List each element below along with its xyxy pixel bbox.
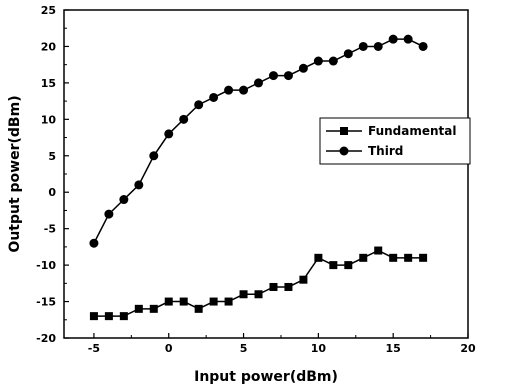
series-third	[89, 34, 428, 248]
third-data-point	[89, 238, 99, 248]
third-data-point	[209, 92, 219, 102]
y-tick-label: 5	[48, 150, 56, 163]
legend: Fundamental Third	[319, 117, 471, 165]
fundamental-data-point	[299, 275, 308, 284]
third-data-point	[403, 34, 413, 44]
third-data-point	[119, 195, 129, 205]
third-data-point	[194, 100, 204, 110]
third-data-point	[373, 41, 383, 51]
third-data-point	[268, 71, 278, 81]
third-data-point	[313, 56, 323, 66]
y-tick-label: -20	[36, 332, 56, 345]
x-tick-label: 15	[386, 342, 401, 355]
series-fundamental	[89, 246, 428, 321]
x-axis-title: Input power(dBm)	[194, 369, 338, 385]
fundamental-data-point	[164, 297, 173, 306]
fundamental-data-point	[134, 304, 143, 313]
fundamental-data-point	[419, 253, 428, 262]
third-data-point	[149, 151, 159, 161]
fundamental-data-point	[104, 312, 113, 321]
fundamental-data-point	[269, 282, 278, 291]
fundamental-data-point	[329, 261, 338, 270]
legend-circle-marker	[339, 146, 349, 156]
y-tick-label: -5	[44, 223, 56, 236]
third-data-point	[283, 71, 293, 81]
third-data-point	[388, 34, 398, 44]
y-tick-label: -15	[36, 296, 56, 309]
y-tick-label: 0	[48, 186, 56, 199]
fundamental-data-point	[314, 253, 323, 262]
x-tick-label: -5	[88, 342, 100, 355]
fundamental-data-point	[179, 297, 188, 306]
x-tick-label: 0	[165, 342, 173, 355]
y-tick-label: 10	[41, 113, 57, 126]
x-tick-label: 10	[311, 342, 327, 355]
legend-box	[319, 117, 471, 165]
fundamental-data-point	[224, 297, 233, 306]
third-data-point	[358, 41, 368, 51]
fundamental-data-point	[374, 246, 383, 255]
axes	[63, 9, 469, 339]
fundamental-data-point	[209, 297, 218, 306]
third-data-point	[343, 49, 353, 59]
third-data-point	[328, 56, 338, 66]
y-axis-title: Output power(dBm)	[7, 95, 23, 252]
fundamental-data-point	[359, 253, 368, 262]
axis-ticks: -5 0 5 10 15 20 -20 -15 -10 -5 0 5 10 15 20 25	[36, 4, 476, 355]
fundamental-data-point	[119, 312, 128, 321]
fundamental-data-point	[254, 290, 263, 299]
y-tick-label: 15	[41, 77, 56, 90]
fundamental-data-point	[239, 290, 248, 299]
third-data-point	[418, 41, 428, 51]
fundamental-data-point	[89, 312, 98, 321]
third-data-point	[239, 85, 249, 95]
fundamental-data-point	[344, 261, 353, 270]
series	[89, 34, 428, 321]
fundamental-data-point	[404, 253, 413, 262]
plot-frame	[63, 9, 469, 339]
third-data-point	[179, 114, 189, 124]
x-tick-label: 5	[240, 342, 248, 355]
fundamental-data-point	[194, 304, 203, 313]
y-tick-label: -10	[36, 259, 56, 272]
x-tick-label: 20	[460, 342, 476, 355]
third-data-point	[134, 180, 144, 190]
legend-label-fundamental: Fundamental	[368, 124, 457, 138]
fundamental-line	[93, 249, 424, 317]
y-tick-label: 25	[41, 4, 56, 17]
third-data-point	[104, 209, 114, 219]
fundamental-data-point	[284, 282, 293, 291]
legend-square-marker	[340, 127, 348, 135]
legend-label-third: Third	[368, 144, 403, 158]
third-data-point	[224, 85, 234, 95]
y-tick-label: 20	[41, 40, 57, 53]
third-data-point	[164, 129, 174, 139]
third-data-point	[254, 78, 264, 88]
fundamental-data-point	[389, 253, 398, 262]
third-data-point	[298, 63, 308, 73]
fundamental-data-point	[149, 304, 158, 313]
